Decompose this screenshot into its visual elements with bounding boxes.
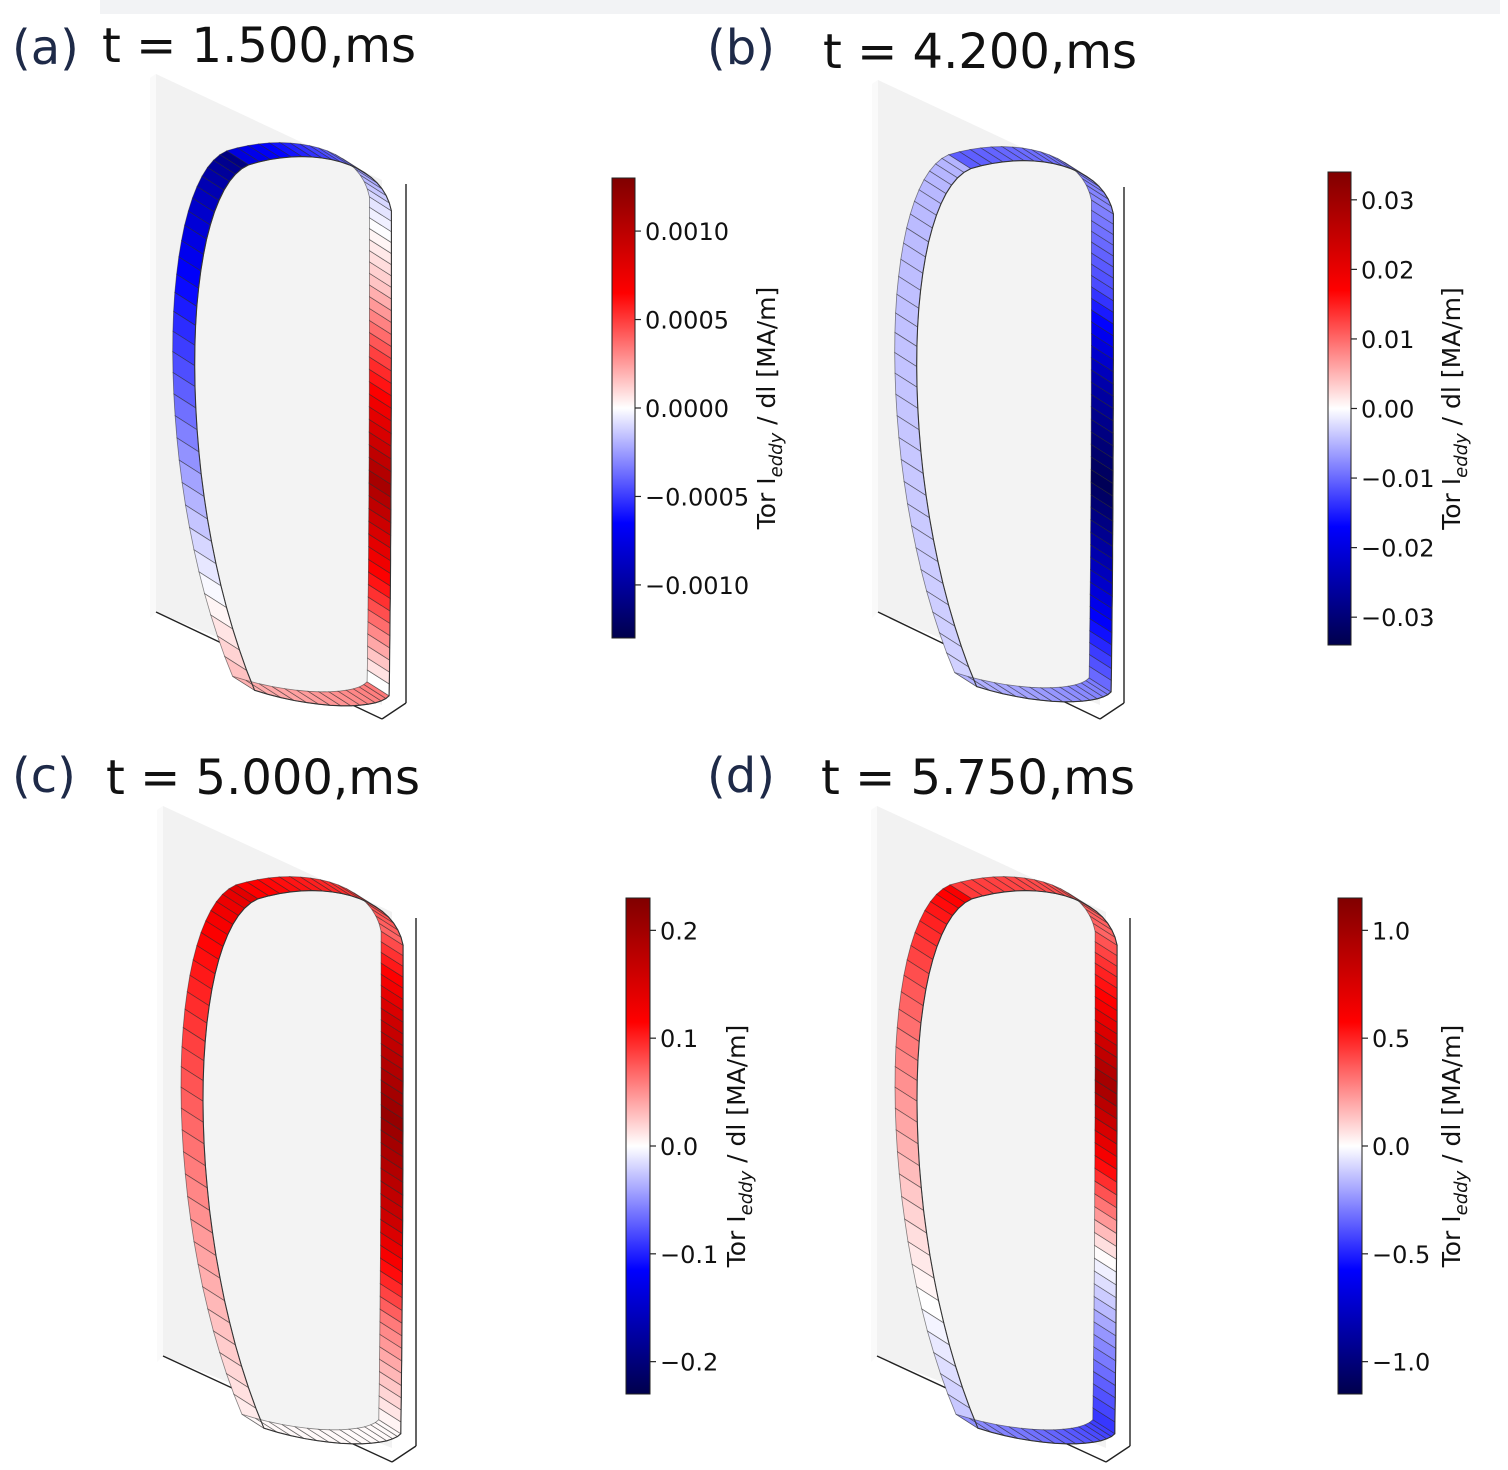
- panel-label-a: (a): [12, 20, 79, 76]
- colorbar-tick-label: 0.0: [1372, 1133, 1410, 1161]
- axes-pane-side: [150, 74, 156, 618]
- vessel-interior: [180, 876, 382, 1430]
- panel-title-b: t = 4.200,ms: [823, 24, 1137, 80]
- colorbar-tick-label: −1.0: [1372, 1349, 1430, 1377]
- top-strip: [100, 0, 1500, 14]
- colorbar-tick-label: 0.0000: [645, 395, 729, 423]
- vessel-plot-1: 0.03 0.02 0.01 0.00 −0.01 −0.02 −0.03 Tor Ieddy…: [872, 80, 1472, 720]
- panel-label-d: (d): [707, 748, 775, 804]
- colorbar-tick-label: 1.0: [1372, 917, 1410, 945]
- colorbar-tick-label: 0.00: [1361, 396, 1414, 424]
- axes-pane-side: [871, 806, 877, 1362]
- colorbar-label-rest: / dl [MA/m]: [1437, 287, 1466, 433]
- panel-d: (d) t = 5.750,ms: [707, 748, 1135, 806]
- panel-a: (a) t = 1.500,ms: [12, 18, 416, 76]
- colorbar-label-sub: eddy: [766, 432, 787, 477]
- colorbar-label-main: Tor I: [1437, 478, 1466, 531]
- colorbar-tick-label: −0.0010: [645, 572, 749, 600]
- colorbar-label-rest: / dl [MA/m]: [722, 1025, 751, 1171]
- colorbar-label-main: Tor I: [722, 1215, 751, 1268]
- vessel-interior: [894, 876, 1096, 1430]
- colorbar-label: Tor Ieddy / dl [MA/m]: [722, 1025, 757, 1269]
- colorbar-tick-label: 0.0: [660, 1133, 698, 1161]
- vessel-outline: [202, 890, 404, 1445]
- colorbar-label-sub: eddy: [1451, 1170, 1472, 1215]
- colorbar-tick-label: −0.01: [1361, 465, 1435, 493]
- colorbar-label-rest: / dl [MA/m]: [752, 287, 781, 433]
- colorbar-tick-label: 0.0005: [645, 307, 729, 335]
- colorbar-label: Tor Ieddy / dl [MA/m]: [752, 287, 787, 531]
- panel-label-c: (c): [12, 748, 76, 804]
- axes-pane-side: [157, 806, 163, 1362]
- axis-line-depth: [391, 1445, 417, 1463]
- colorbar-label-sub: eddy: [736, 1170, 757, 1215]
- colorbar: [625, 897, 651, 1395]
- colorbar-tick-label: 0.01: [1361, 326, 1414, 354]
- colorbar-tick-label: −0.0005: [645, 483, 749, 511]
- axis-line-depth: [381, 702, 407, 720]
- vessel-plot-2: 0.2 0.1 0.0 −0.1 −0.2 Tor Ieddy / dl [MA/m]: [157, 806, 757, 1463]
- colorbar-tick-label: −0.5: [1372, 1241, 1430, 1269]
- axis-line-depth: [1105, 1445, 1131, 1463]
- colorbar-tick-label: −0.02: [1361, 535, 1435, 563]
- panel-b: (b) t = 4.200,ms: [707, 20, 1137, 80]
- panel-title-d: t = 5.750,ms: [821, 750, 1135, 806]
- colorbar-tick-label: −0.03: [1361, 604, 1435, 632]
- colorbar: [611, 177, 636, 639]
- colorbar-tick-label: 0.0010: [645, 218, 729, 246]
- vessel-plot-3: 1.0 0.5 0.0 −0.5 −1.0 Tor Ieddy / dl [MA/m]: [871, 806, 1472, 1463]
- colorbar-label-rest: / dl [MA/m]: [1437, 1025, 1466, 1171]
- axes-pane-side: [872, 80, 878, 618]
- colorbar-tick-label: 0.1: [660, 1025, 698, 1053]
- colorbar-label-main: Tor I: [1437, 1215, 1466, 1268]
- panel-title-c: t = 5.000,ms: [106, 750, 420, 806]
- panel-label-b: (b): [707, 20, 775, 76]
- vessel-outline: [194, 156, 392, 707]
- panel-title-a: t = 1.500,ms: [102, 18, 416, 74]
- colorbar-tick-label: 0.02: [1361, 256, 1414, 284]
- vessel-outline: [916, 890, 1118, 1445]
- colorbar-tick-label: 0.03: [1361, 187, 1414, 215]
- colorbar: [1327, 171, 1352, 646]
- colorbar-label: Tor Ieddy / dl [MA/m]: [1437, 287, 1472, 531]
- panel-c: (c) t = 5.000,ms: [12, 748, 420, 806]
- colorbar-label-main: Tor I: [752, 477, 781, 530]
- vessel-plot-0: 0.0010 0.0005 0.0000 −0.0005 −0.0010 Tor Iedd…: [150, 74, 787, 720]
- colorbar-tick-label: −0.2: [660, 1349, 718, 1377]
- colorbar: [1337, 897, 1363, 1395]
- axis-line-depth: [1099, 702, 1125, 720]
- colorbar-label: Tor Ieddy / dl [MA/m]: [1437, 1025, 1472, 1269]
- vessel-interior: [894, 146, 1092, 688]
- colorbar-label-sub: eddy: [1451, 433, 1472, 478]
- colorbar-tick-label: −0.1: [660, 1241, 718, 1269]
- vessel-outline: [916, 160, 1114, 703]
- vessel-interior: [172, 142, 370, 692]
- colorbar-tick-label: 0.5: [1372, 1025, 1410, 1053]
- colorbar-tick-label: 0.2: [660, 917, 698, 945]
